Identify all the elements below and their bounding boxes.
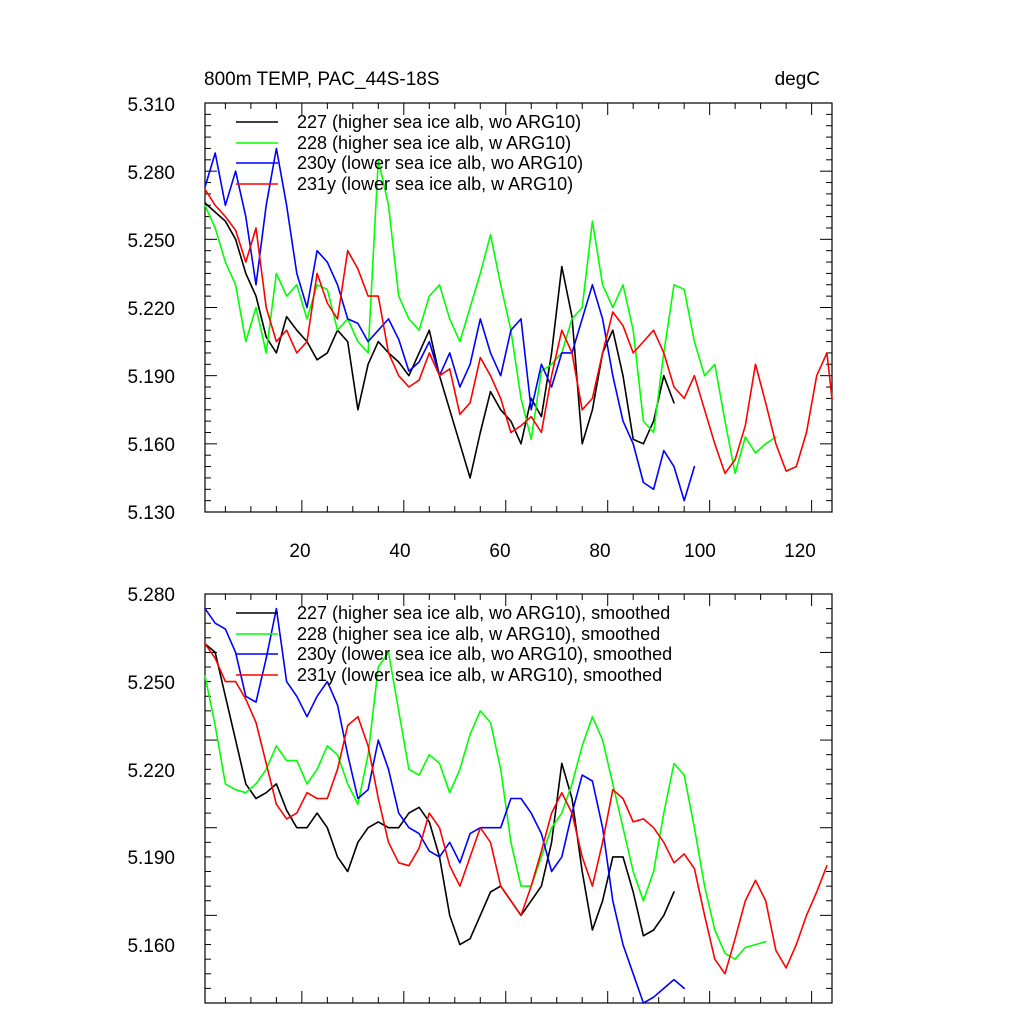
y-tick-label: 5.220	[127, 761, 175, 782]
x-tick-label: 60	[489, 541, 510, 562]
panel-top-raw: 800m TEMP, PAC_44S-18S degC 5.310 5.280 …	[127, 69, 833, 562]
legend-top: 227 (higher sea ice alb, wo ARG10) 228 (…	[236, 112, 583, 194]
panel-bottom-smoothed: 5.280 5.250 5.220 5.190 5.160 227 (highe…	[127, 585, 833, 1004]
x-tick-label: 40	[389, 541, 410, 562]
y-tick-label: 5.250	[127, 673, 175, 694]
y-tick-label: 5.310	[127, 95, 175, 116]
y-axis-bottom: 5.280 5.250 5.220 5.190 5.160	[127, 585, 175, 957]
legend-label: 228 (higher sea ice alb, w ARG10), smoot…	[297, 624, 660, 644]
y-tick-label: 5.160	[127, 936, 175, 957]
y-tick-label: 5.160	[127, 435, 175, 456]
legend-label: 227 (higher sea ice alb, wo ARG10)	[297, 112, 581, 132]
y-tick-label: 5.280	[127, 163, 175, 184]
x-tick-label: 100	[684, 541, 716, 562]
y-tick-label: 5.220	[127, 299, 175, 320]
legend-label: 228 (higher sea ice alb, w ARG10)	[297, 133, 571, 153]
series-line-raw-2	[204, 147, 696, 502]
series-layer-top	[204, 147, 833, 502]
y-tick-label: 5.190	[127, 848, 175, 869]
y-tick-label: 5.190	[127, 367, 175, 388]
y-axis-top: 5.310 5.280 5.250 5.220 5.190 5.160 5.13…	[127, 95, 175, 524]
legend-bottom: 227 (higher sea ice alb, wo ARG10), smoo…	[236, 603, 672, 685]
legend-label: 227 (higher sea ice alb, wo ARG10), smoo…	[297, 603, 670, 623]
chart-title: 800m TEMP, PAC_44S-18S	[204, 69, 440, 90]
x-tick-label: 20	[289, 541, 310, 562]
y-tick-label: 5.250	[127, 231, 175, 252]
y-tick-label: 5.130	[127, 503, 175, 524]
x-tick-label: 120	[784, 541, 816, 562]
units-label: degC	[775, 69, 820, 90]
legend-label: 230y (lower sea ice alb, wo ARG10), smoo…	[297, 644, 672, 664]
axis-ticks-bottom	[205, 593, 832, 1004]
legend-label: 230y (lower sea ice alb, wo ARG10)	[297, 153, 583, 173]
y-tick-label: 5.280	[127, 585, 175, 606]
series-layer-bottom	[204, 607, 828, 1004]
axis-ticks-top	[205, 102, 832, 513]
series-line-raw-3	[204, 188, 833, 475]
x-axis-top: 20 40 60 80 100 120	[289, 541, 815, 562]
legend-label: 231y (lower sea ice alb, w ARG10)	[297, 174, 573, 194]
series-line-smoothed-1	[204, 651, 767, 961]
series-line-smoothed-3	[204, 642, 828, 975]
series-line-raw-1	[204, 159, 777, 475]
x-tick-label: 80	[589, 541, 610, 562]
series-line-smoothed-0	[204, 642, 675, 946]
legend-label: 231y (lower sea ice alb, w ARG10), smoot…	[297, 665, 662, 685]
